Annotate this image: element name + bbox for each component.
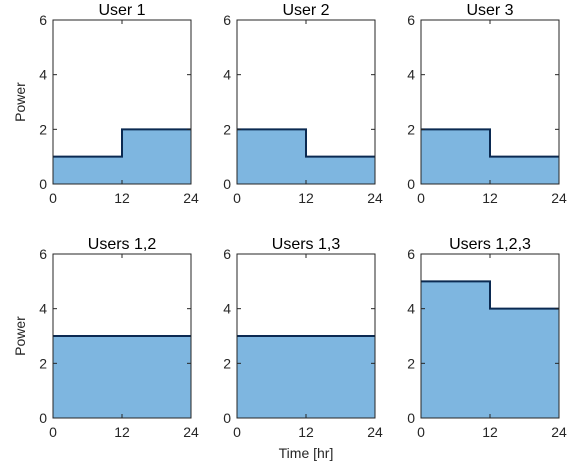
y-tick-label: 0 bbox=[223, 176, 231, 192]
x-tick-label: 0 bbox=[417, 424, 425, 440]
subplot-title: Users 1,3 bbox=[272, 236, 341, 253]
x-tick-label: 12 bbox=[114, 190, 130, 206]
y-tick-label: 4 bbox=[39, 67, 47, 83]
y-axis-label: Power bbox=[12, 316, 28, 356]
x-tick-label: 24 bbox=[367, 190, 383, 206]
y-tick-label: 0 bbox=[39, 176, 47, 192]
x-tick-label: 0 bbox=[49, 190, 57, 206]
area-fill bbox=[237, 336, 375, 418]
x-tick-label: 24 bbox=[367, 424, 383, 440]
y-tick-label: 6 bbox=[39, 246, 47, 262]
y-tick-label: 2 bbox=[223, 121, 231, 137]
x-tick-label: 12 bbox=[114, 424, 130, 440]
y-tick-label: 6 bbox=[407, 246, 415, 262]
series-line bbox=[421, 128, 559, 158]
x-tick-label: 12 bbox=[482, 424, 498, 440]
y-tick-label: 2 bbox=[407, 355, 415, 371]
y-tick-label: 2 bbox=[39, 121, 47, 137]
y-tick-label: 0 bbox=[223, 410, 231, 426]
subplot-title: User 2 bbox=[282, 2, 329, 19]
x-axis-label: Time [hr] bbox=[279, 445, 334, 461]
series-line bbox=[237, 128, 375, 158]
subplot-title: Users 1,2,3 bbox=[449, 236, 531, 253]
y-tick-label: 6 bbox=[223, 12, 231, 28]
x-tick-label: 12 bbox=[482, 190, 498, 206]
subplot-title: User 1 bbox=[98, 2, 145, 19]
x-tick-label: 0 bbox=[233, 424, 241, 440]
y-tick-label: 4 bbox=[407, 301, 415, 317]
y-tick-label: 0 bbox=[407, 176, 415, 192]
x-tick-label: 12 bbox=[298, 424, 314, 440]
y-tick-label: 6 bbox=[223, 246, 231, 262]
x-tick-label: 24 bbox=[551, 424, 567, 440]
subplot-title: Users 1,2 bbox=[88, 236, 157, 253]
x-tick-label: 0 bbox=[233, 190, 241, 206]
x-tick-label: 24 bbox=[183, 424, 199, 440]
y-tick-label: 2 bbox=[39, 355, 47, 371]
series-line bbox=[53, 128, 191, 158]
x-tick-label: 0 bbox=[417, 190, 425, 206]
area-fill bbox=[53, 336, 191, 418]
subplot-title: User 3 bbox=[466, 2, 513, 19]
y-tick-label: 6 bbox=[39, 12, 47, 28]
y-tick-label: 0 bbox=[407, 410, 415, 426]
y-tick-label: 4 bbox=[223, 301, 231, 317]
y-tick-label: 4 bbox=[407, 67, 415, 83]
series-line bbox=[421, 280, 559, 310]
y-axis-label: Power bbox=[12, 82, 28, 122]
x-tick-label: 0 bbox=[49, 424, 57, 440]
y-tick-label: 6 bbox=[407, 12, 415, 28]
y-tick-label: 2 bbox=[223, 355, 231, 371]
y-tick-label: 4 bbox=[223, 67, 231, 83]
area-fill bbox=[421, 281, 559, 418]
x-tick-label: 24 bbox=[183, 190, 199, 206]
x-tick-label: 24 bbox=[551, 190, 567, 206]
y-tick-label: 2 bbox=[407, 121, 415, 137]
y-tick-label: 0 bbox=[39, 410, 47, 426]
y-tick-label: 4 bbox=[39, 301, 47, 317]
x-tick-label: 12 bbox=[298, 190, 314, 206]
